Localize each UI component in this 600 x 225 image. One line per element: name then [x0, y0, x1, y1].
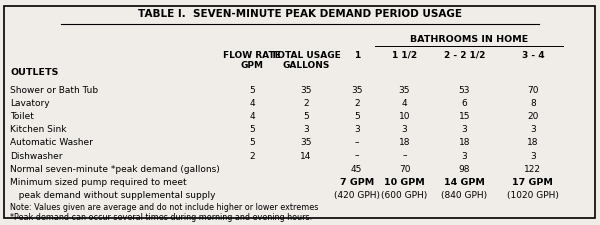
Text: 3 - 4: 3 - 4 — [521, 51, 544, 60]
Text: Dishwasher: Dishwasher — [10, 152, 63, 161]
Text: TOTAL USAGE
GALLONS: TOTAL USAGE GALLONS — [271, 51, 341, 70]
Text: –: – — [355, 138, 359, 147]
Text: 3: 3 — [401, 125, 407, 134]
Text: 35: 35 — [351, 86, 362, 95]
Text: 14: 14 — [300, 152, 311, 161]
Text: 15: 15 — [458, 112, 470, 121]
Text: 5: 5 — [250, 138, 255, 147]
Text: 10 GPM: 10 GPM — [384, 178, 425, 187]
Text: 7 GPM: 7 GPM — [340, 178, 374, 187]
Text: 4: 4 — [250, 99, 255, 108]
Text: 14 GPM: 14 GPM — [444, 178, 485, 187]
Text: 122: 122 — [524, 165, 541, 174]
Text: 10: 10 — [399, 112, 410, 121]
Text: Minimum sized pump required to meet: Minimum sized pump required to meet — [10, 178, 187, 187]
Text: 3: 3 — [530, 152, 536, 161]
Text: 53: 53 — [458, 86, 470, 95]
Text: Lavatory: Lavatory — [10, 99, 50, 108]
Text: 4: 4 — [402, 99, 407, 108]
Text: 6: 6 — [461, 99, 467, 108]
Text: 70: 70 — [527, 86, 539, 95]
Text: Kitchen Sink: Kitchen Sink — [10, 125, 67, 134]
Text: 20: 20 — [527, 112, 539, 121]
Text: 70: 70 — [399, 165, 410, 174]
Text: 45: 45 — [351, 165, 362, 174]
Text: FLOW RATE
GPM: FLOW RATE GPM — [223, 51, 281, 70]
Text: OUTLETS: OUTLETS — [10, 68, 59, 77]
Text: 35: 35 — [300, 86, 312, 95]
Text: 3: 3 — [461, 152, 467, 161]
Text: (1020 GPH): (1020 GPH) — [507, 191, 559, 200]
Text: 2 - 2 1/2: 2 - 2 1/2 — [443, 51, 485, 60]
Text: (600 GPH): (600 GPH) — [382, 191, 428, 200]
Text: 5: 5 — [354, 112, 359, 121]
Text: TABLE I.  SEVEN-MINUTE PEAK DEMAND PERIOD USAGE: TABLE I. SEVEN-MINUTE PEAK DEMAND PERIOD… — [138, 9, 462, 19]
Text: *Peak demand can occur several times during morning and evening hours.: *Peak demand can occur several times dur… — [10, 213, 313, 222]
Text: 17 GPM: 17 GPM — [512, 178, 553, 187]
Text: 3: 3 — [303, 125, 309, 134]
Text: Toilet: Toilet — [10, 112, 34, 121]
Text: 18: 18 — [399, 138, 410, 147]
Text: –: – — [355, 152, 359, 161]
Text: (840 GPH): (840 GPH) — [441, 191, 487, 200]
Text: 8: 8 — [530, 99, 536, 108]
Text: 5: 5 — [250, 86, 255, 95]
Text: 1 1/2: 1 1/2 — [392, 51, 417, 60]
Text: 1: 1 — [353, 51, 360, 60]
Text: peak demand without supplemental supply: peak demand without supplemental supply — [10, 191, 216, 200]
Text: 4: 4 — [250, 112, 255, 121]
Text: –: – — [402, 152, 407, 161]
Text: 98: 98 — [458, 165, 470, 174]
Text: Normal seven-minute *peak demand (gallons): Normal seven-minute *peak demand (gallon… — [10, 165, 220, 174]
Text: 18: 18 — [527, 138, 539, 147]
Text: 3: 3 — [530, 125, 536, 134]
FancyBboxPatch shape — [4, 6, 595, 218]
Text: Shower or Bath Tub: Shower or Bath Tub — [10, 86, 98, 95]
Text: Note: Values given are average and do not include higher or lower extremes: Note: Values given are average and do no… — [10, 203, 319, 212]
Text: Automatic Washer: Automatic Washer — [10, 138, 93, 147]
Text: (420 GPH): (420 GPH) — [334, 191, 380, 200]
Text: 3: 3 — [461, 125, 467, 134]
Text: 5: 5 — [303, 112, 309, 121]
Text: 5: 5 — [250, 125, 255, 134]
Text: 35: 35 — [300, 138, 312, 147]
Text: 2: 2 — [303, 99, 309, 108]
Text: BATHROOMS IN HOME: BATHROOMS IN HOME — [410, 35, 528, 44]
Text: 2: 2 — [354, 99, 359, 108]
Text: 2: 2 — [250, 152, 255, 161]
Text: 35: 35 — [399, 86, 410, 95]
Text: 18: 18 — [458, 138, 470, 147]
Text: 3: 3 — [354, 125, 359, 134]
